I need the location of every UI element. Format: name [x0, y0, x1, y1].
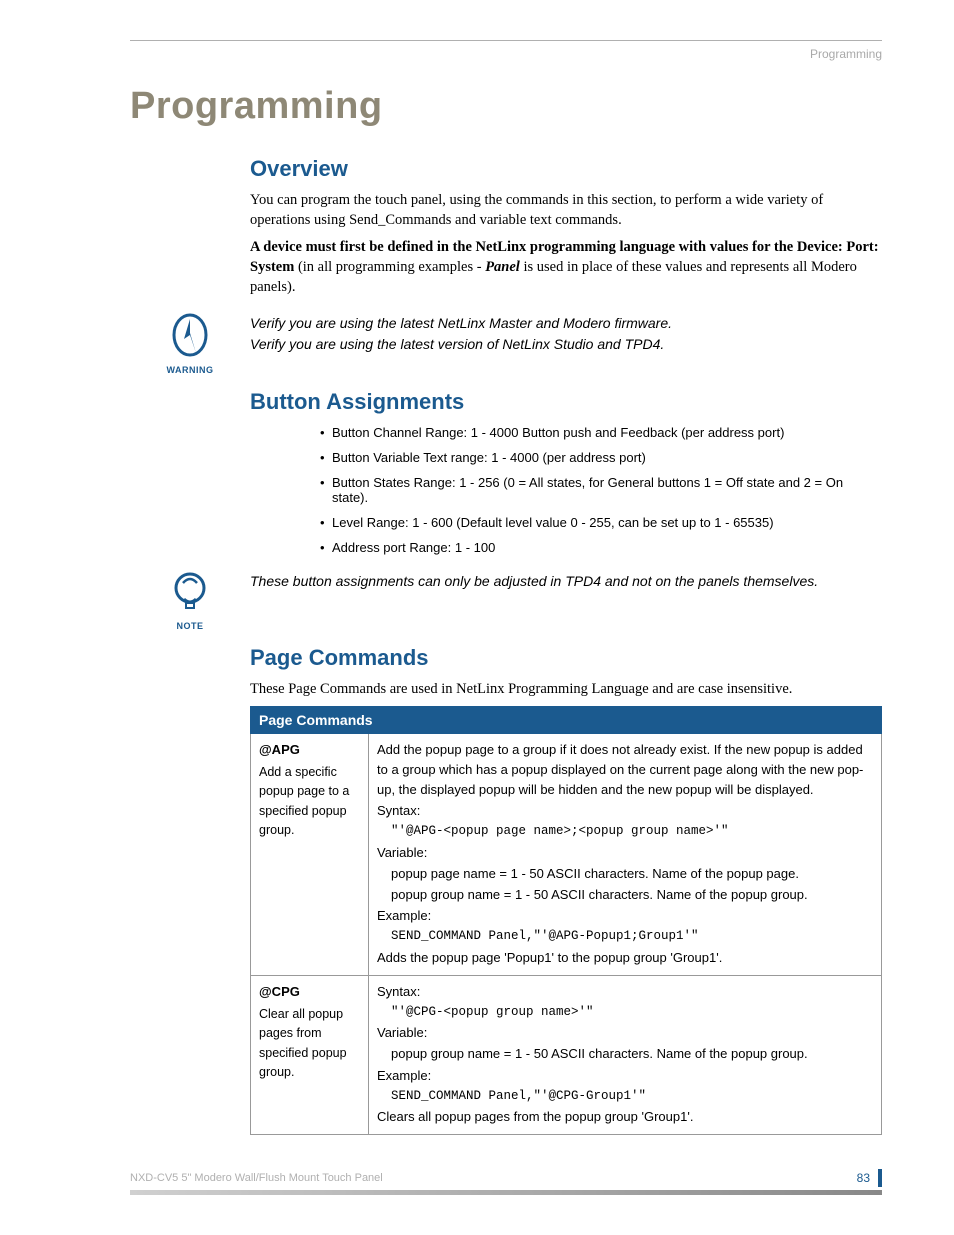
table-row: @CPG Clear all popup pages from specifie… [251, 975, 882, 1134]
cmd-apg-body: Add the popup page to a group if it does… [369, 733, 882, 975]
overview-p1: You can program the touch panel, using t… [250, 190, 882, 231]
footer-left: NXD-CV5 5" Modero Wall/Flush Mount Touch… [130, 1172, 383, 1184]
apg-result: Adds the popup page 'Popup1' to the popu… [377, 948, 873, 968]
top-rule [130, 40, 882, 41]
breadcrumb: Programming [130, 47, 882, 61]
cpg-variable-label: Variable: [377, 1023, 873, 1043]
table-header: Page Commands [251, 706, 882, 733]
page-title: Programming [130, 85, 882, 128]
apg-variable-label: Variable: [377, 843, 873, 863]
apg-syntax: "'@APG-<popup page name>;<popup group na… [391, 822, 873, 841]
note-icon [171, 571, 209, 618]
apg-var2: popup group name = 1 - 50 ASCII characte… [391, 885, 873, 905]
cmd-apg-left: @APG Add a specific popup page to a spec… [251, 733, 369, 975]
cmd-cpg-body: Syntax: "'@CPG-<popup group name>'" Vari… [369, 975, 882, 1134]
heading-overview: Overview [250, 156, 882, 182]
footer: NXD-CV5 5" Modero Wall/Flush Mount Touch… [130, 1169, 882, 1187]
table-row: @APG Add a specific popup page to a spec… [251, 733, 882, 975]
cpg-syntax: "'@CPG-<popup group name>'" [391, 1003, 873, 1022]
warning-label: WARNING [167, 365, 214, 375]
heading-page-commands: Page Commands [250, 645, 882, 671]
heading-button-assignments: Button Assignments [250, 389, 882, 415]
apg-var1: popup page name = 1 - 50 ASCII character… [391, 864, 873, 884]
warning-callout: WARNING Verify you are using the latest … [130, 311, 882, 375]
page-commands-intro: These Page Commands are used in NetLinx … [250, 679, 882, 699]
note-text: These button assignments can only be adj… [250, 569, 882, 631]
cmd-cpg-desc: Clear all popup pages from specified pop… [259, 1005, 360, 1083]
page-commands-table: Page Commands @APG Add a specific popup … [250, 706, 882, 1135]
apg-example-label: Example: [377, 906, 873, 926]
warning-icon [170, 313, 210, 362]
apg-example: SEND_COMMAND Panel,"'@APG-Popup1;Group1'… [391, 927, 873, 946]
cpg-result: Clears all popup pages from the popup gr… [377, 1107, 873, 1127]
ba-bullet-4: Address port Range: 1 - 100 [320, 540, 882, 555]
warning-line1: Verify you are using the latest NetLinx … [250, 313, 882, 333]
cpg-example-label: Example: [377, 1066, 873, 1086]
cpg-syntax-label: Syntax: [377, 982, 873, 1002]
note-label: NOTE [176, 621, 203, 631]
cpg-var1: popup group name = 1 - 50 ASCII characte… [391, 1044, 873, 1064]
overview-p2-mid: (in all programming examples - [294, 259, 485, 275]
ba-bullet-0: Button Channel Range: 1 - 4000 Button pu… [320, 425, 882, 440]
warning-line2: Verify you are using the latest version … [250, 334, 882, 354]
apg-intro: Add the popup page to a group if it does… [377, 740, 873, 800]
footer-page-number: 83 [857, 1169, 882, 1187]
overview-p2: A device must first be defined in the Ne… [250, 237, 882, 298]
button-assignments-list: Button Channel Range: 1 - 4000 Button pu… [320, 425, 882, 555]
cpg-example: SEND_COMMAND Panel,"'@CPG-Group1'" [391, 1087, 873, 1106]
ba-bullet-2: Button States Range: 1 - 256 (0 = All st… [320, 475, 882, 505]
footer-bar [130, 1190, 882, 1195]
ba-bullet-3: Level Range: 1 - 600 (Default level valu… [320, 515, 882, 530]
cmd-cpg-name: @CPG [259, 982, 360, 1002]
note-callout: NOTE These button assignments can only b… [130, 569, 882, 631]
overview-p2-ital: Panel [485, 259, 520, 275]
ba-bullet-1: Button Variable Text range: 1 - 4000 (pe… [320, 450, 882, 465]
cmd-cpg-left: @CPG Clear all popup pages from specifie… [251, 975, 369, 1134]
apg-syntax-label: Syntax: [377, 801, 873, 821]
cmd-apg-name: @APG [259, 740, 360, 760]
cmd-apg-desc: Add a specific popup page to a specified… [259, 763, 360, 841]
